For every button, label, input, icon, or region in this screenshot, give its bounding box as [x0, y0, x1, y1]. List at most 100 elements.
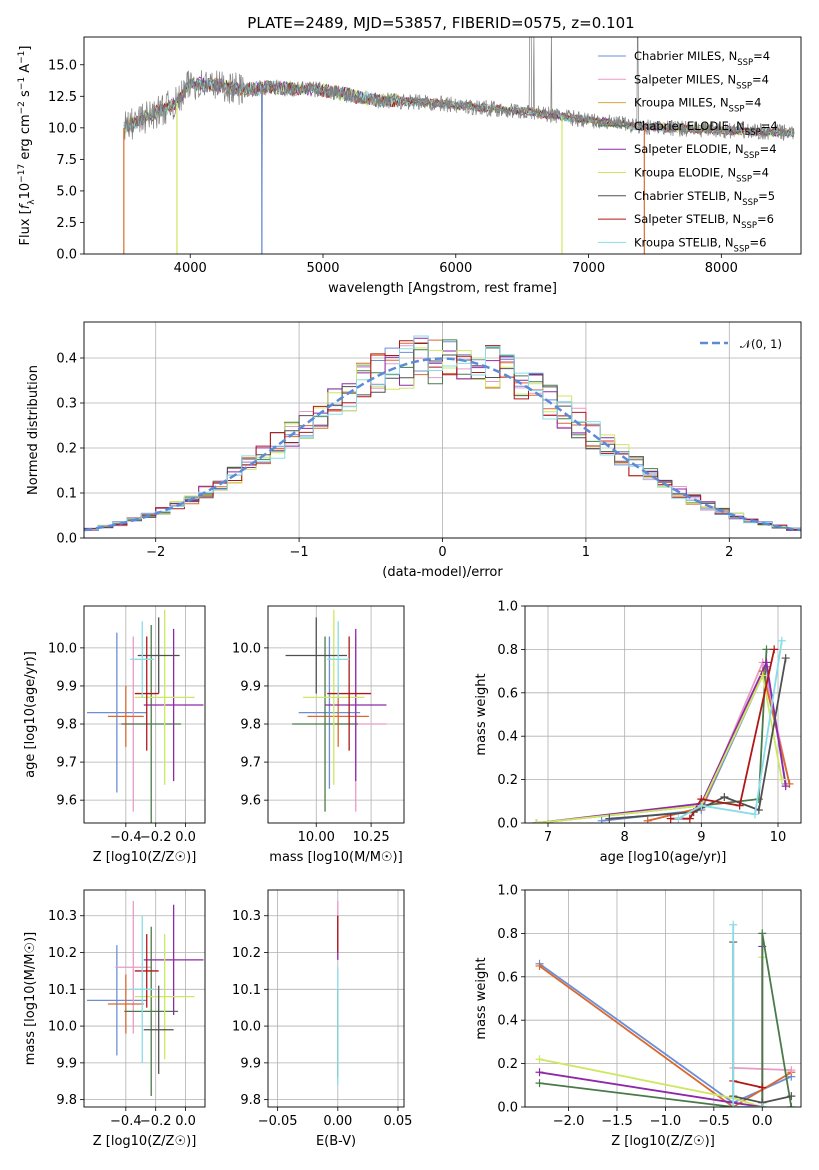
legend-label-sub: SSP [734, 244, 750, 254]
legend-label-part: =6 [749, 235, 766, 249]
x-axis-label: Z [log10(Z/Z☉)] [611, 1134, 715, 1149]
legend-label-part: =4 [744, 96, 761, 110]
y-axis-label-part: Flux [ [18, 209, 33, 245]
x-tick-label: −0.4 [110, 830, 142, 845]
legend-label-part: Chabrier ELODIE, N [634, 119, 745, 133]
errorbar-point [143, 904, 204, 1016]
legend-label-part: Salpeter MILES, N [634, 72, 736, 86]
legend-label: Chabrier STELIB, NSSP=5 [634, 189, 775, 208]
x-axis-label: mass [log10(M/M☉)] [269, 850, 402, 865]
weight-line [732, 924, 763, 1107]
legend-label: Salpeter STELIB, NSSP=6 [634, 212, 774, 231]
legend-label: Salpeter ELODIE, NSSP=4 [634, 142, 777, 161]
y-tick-label: 9.9 [56, 1056, 77, 1071]
errorbars [285, 609, 387, 812]
y-tick-label: 9.7 [56, 756, 77, 771]
errorbar-point [285, 617, 347, 694]
gaussian-curve [84, 357, 801, 532]
errorbar-point [115, 901, 152, 1034]
weight-marker [735, 801, 744, 810]
legend-label-part: Kroupa STELIB, N [634, 235, 734, 249]
x-tick-label: 4000 [174, 261, 207, 276]
mass-vs-Z-panel: −0.4−0.2 0.0 9.8 9.9 10.0 10.1 10.2 10.3 Z [log1… [23, 889, 206, 1149]
y-axis-label-part: −17 [17, 164, 27, 183]
weight-line [539, 957, 764, 1107]
x-tick-label: −2.0 [553, 1114, 585, 1129]
y-tick-label: 0.4 [497, 1014, 518, 1029]
weight-marker [697, 801, 706, 810]
axes-frame [83, 889, 206, 1108]
errorbar-point [325, 628, 387, 782]
weight-marker [758, 1103, 767, 1107]
y-tick-label: 10.1 [48, 983, 77, 998]
y-tick-label: 1.0 [497, 600, 518, 615]
weight-marker [758, 1083, 767, 1092]
x-axis-label: Z [log10(Z/Z☉)] [93, 850, 197, 865]
legend-label-sub: SSP [729, 105, 745, 115]
legend-label: Chabrier MILES, NSSP=4 [634, 49, 770, 68]
legend-label-sub: SSP [742, 198, 758, 208]
errorbar-point [143, 985, 174, 1074]
x-tick-label: 10.00 [298, 830, 335, 845]
errorbar-point [86, 945, 147, 1056]
y-tick-label: 9.8 [56, 1093, 77, 1108]
axes-frame [83, 321, 802, 539]
weight-marker [535, 1055, 544, 1064]
y-tick-label: 10.3 [232, 909, 261, 924]
x-tick-label: 10.25 [352, 830, 389, 845]
legend-label-sub: SSP [745, 128, 761, 138]
y-tick-label: 10.0 [232, 641, 261, 656]
weight-line [647, 668, 791, 822]
weight-marker [605, 814, 614, 823]
x-tick-label: 7 [544, 830, 552, 845]
weight-lines [532, 636, 794, 823]
spectrum-panel: 4000 5000 6000 7000 8000 0.0 2.5 5.0 7.5 10.0 12.5… [17, 36, 802, 296]
y-tick-label: 10.2 [232, 946, 261, 961]
weight-marker [666, 814, 675, 823]
y-tick-label: 10.0 [48, 121, 77, 136]
histogram-step [84, 335, 801, 532]
errorbar-point [327, 636, 372, 751]
weight-marker [762, 645, 771, 654]
errorbars [86, 901, 204, 1096]
x-tick-label: 8 [621, 830, 629, 845]
x-tick-label: −0.2 [140, 830, 172, 845]
x-tick-label: 0.0 [752, 1114, 773, 1129]
weight-marker [758, 671, 767, 680]
errorbar-point [130, 621, 155, 698]
mass-weight-vs-Z-panel: −2.0 −1.5 −1.0 −0.5 0.0 0.0 0.2 0.4 0.6 0.8 1.0 Z [… [474, 884, 802, 1149]
y-tick-label: 0.2 [56, 442, 77, 457]
x-tick-label: 5000 [306, 261, 339, 276]
age-vs-Z-panel: −0.4−0.2 0.0 9.6 9.7 9.8 9.9 10.0 Z [log10(Z/Z☉… [23, 605, 206, 865]
y-tick-label: 2.5 [56, 216, 77, 231]
legend-label-sub: SSP [744, 151, 760, 161]
errorbar-point [134, 934, 195, 1060]
y-tick-label: 0.0 [56, 248, 77, 263]
y-tick-label: 7.5 [56, 153, 77, 168]
y-tick-label: 0.2 [497, 773, 518, 788]
legend-label-part: =4 [761, 119, 778, 133]
x-tick-label: −1.5 [601, 1114, 633, 1129]
age-vs-mass-panel: 10.00 10.25 9.6 9.7 9.8 9.9 10.0 mass [log10(M/… [232, 605, 405, 865]
y-tick-label: 0.4 [497, 730, 518, 745]
y-tick-label: 9.8 [240, 1093, 261, 1108]
x-tick-label: 0.05 [384, 1114, 413, 1129]
y-tick-label: 0.6 [497, 686, 518, 701]
y-axis-label-part: −1 [17, 51, 27, 64]
errorbar-point [134, 609, 195, 785]
weight-marker [781, 654, 790, 663]
legend-label-part: Kroupa MILES, N [634, 96, 729, 110]
legend-label-sub: SSP [736, 175, 752, 185]
errorbar-point [121, 625, 182, 823]
weight-marker [674, 814, 683, 823]
x-tick-label: 7000 [572, 261, 605, 276]
histogram-lines [84, 335, 801, 533]
y-tick-label: 0.6 [497, 970, 518, 985]
legend-label: Kroupa MILES, NSSP=4 [634, 96, 761, 115]
weight-marker [781, 782, 790, 791]
axes-frame [267, 605, 405, 824]
y-axis-label-part: λ [27, 199, 37, 205]
x-tick-label: 0.0 [175, 830, 196, 845]
y-axis-label: Normed distribution [26, 365, 41, 495]
